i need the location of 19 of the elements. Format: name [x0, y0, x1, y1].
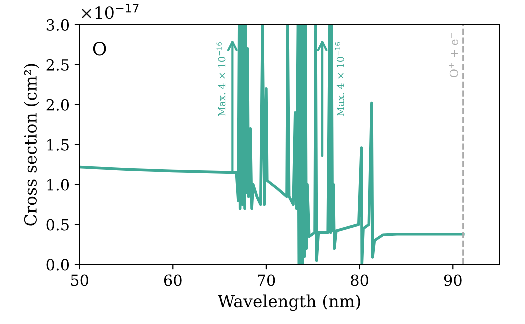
ref-line-label: O$^{+}$ + e$^{−}$	[449, 33, 458, 78]
x-tick-label: 60	[164, 274, 182, 286]
text: ×10$^{−17}$	[82, 4, 139, 20]
annotation: O	[93, 42, 106, 56]
y-tick-label: 1.0	[48, 179, 70, 191]
annotation: Max. 4 × 10$^{−16}$	[335, 42, 344, 116]
y-tick-label: 3.0	[46, 19, 70, 31]
y-tick-label: 0.0	[46, 259, 70, 271]
x-tick-label: 90	[444, 274, 462, 286]
y-tick-label: 0.5	[46, 219, 69, 231]
annotation: Max. 4 × 10$^{−16}$	[216, 42, 226, 116]
x-tick-label: 80	[351, 274, 369, 286]
x-tick-label: 70	[258, 274, 276, 286]
x-axis-title: Wavelength (nm)	[218, 294, 360, 312]
y-tick-label: 2.0	[46, 99, 70, 111]
x-tick-label: 50	[71, 274, 89, 286]
y-tick-label: 1.5	[48, 139, 69, 151]
y-tick-label: 2.5	[46, 59, 69, 71]
y-axis-title: Cross section (cm²)	[24, 64, 40, 226]
